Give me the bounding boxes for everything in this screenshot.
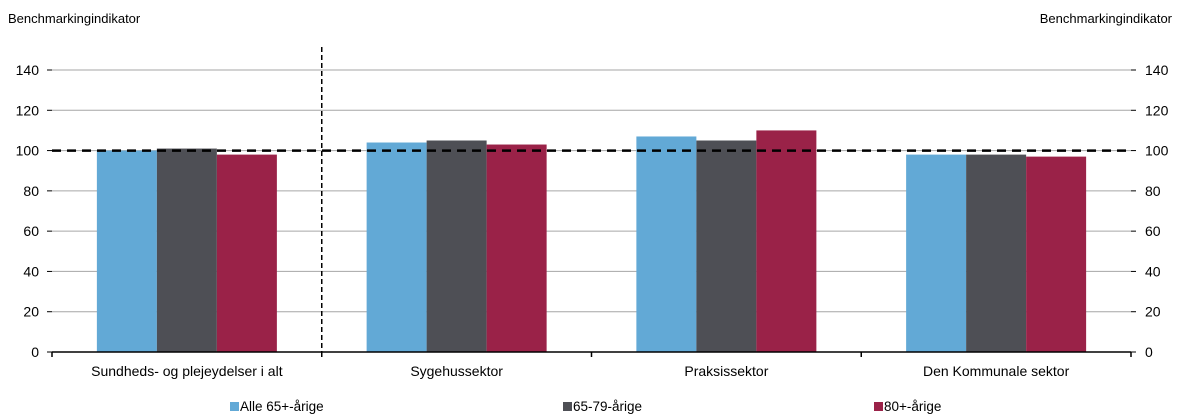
x-tick-label: Sygehussektor xyxy=(410,363,503,379)
bar xyxy=(486,144,547,352)
bar xyxy=(636,136,697,352)
legend-item-65-79: 65-79-årige xyxy=(563,399,642,414)
y-tick-label-left: 80 xyxy=(23,183,39,199)
y-axis-title-left: Benchmarkingindikator xyxy=(8,11,141,26)
y-tick-label-right: 120 xyxy=(1145,102,1169,118)
legend-label-all: Alle 65+-årige xyxy=(240,399,324,414)
y-tick-label-right: 40 xyxy=(1145,263,1161,279)
legend-label-65-79: 65-79-årige xyxy=(573,399,643,414)
bar xyxy=(1026,156,1087,352)
bar xyxy=(906,154,967,352)
legend-swatch-65-79 xyxy=(563,402,572,411)
y-tick-label-right: 100 xyxy=(1145,143,1169,159)
bar-chart: 0 0 20 20 40 40 60 60 80 80 100 100 120 120 140 140 Sund… xyxy=(16,47,1169,379)
bar xyxy=(366,142,427,352)
bar xyxy=(696,140,757,352)
y-tick-label-left: 120 xyxy=(16,102,40,118)
legend-label-80plus: 80+-årige xyxy=(884,399,942,414)
y-axis-title-right: Benchmarkingindikator xyxy=(1039,11,1172,26)
x-tick-label: Den Kommunale sektor xyxy=(923,363,1070,379)
bar xyxy=(156,148,217,352)
bar xyxy=(756,130,817,352)
y-tick-label-left: 140 xyxy=(16,62,40,78)
y-tick-label-right: 20 xyxy=(1145,304,1161,320)
bar xyxy=(966,154,1027,352)
bar xyxy=(426,140,487,352)
y-tick-label-right: 0 xyxy=(1145,344,1153,360)
y-tick-label-left: 60 xyxy=(23,223,39,239)
legend-swatch-all xyxy=(230,402,239,411)
bar xyxy=(96,150,157,352)
y-tick-label-right: 140 xyxy=(1145,62,1169,78)
y-tick-label-left: 40 xyxy=(23,263,39,279)
legend-item-all: Alle 65+-årige xyxy=(230,399,324,414)
y-tick-label-right: 80 xyxy=(1145,183,1161,199)
y-tick-label-left: 100 xyxy=(16,143,40,159)
y-tick-label-left: 20 xyxy=(23,304,39,320)
bar xyxy=(216,154,277,352)
y-tick-label-left: 0 xyxy=(31,344,39,360)
y-tick-label-right: 60 xyxy=(1145,223,1161,239)
x-tick-label: Praksissektor xyxy=(684,363,768,379)
x-tick-label: Sundheds- og plejeydelser i alt xyxy=(91,363,283,379)
legend-swatch-80plus xyxy=(874,402,883,411)
legend-item-80plus: 80+-årige xyxy=(874,399,941,414)
